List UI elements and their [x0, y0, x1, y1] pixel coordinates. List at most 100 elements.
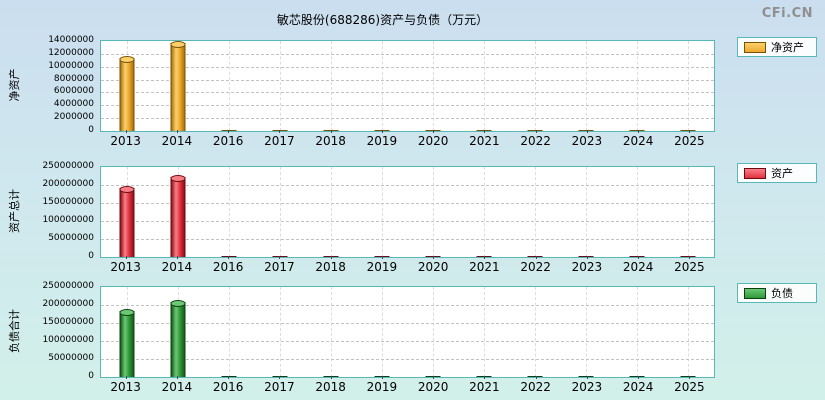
bar [578, 256, 594, 257]
x-tick-label: 2023 [571, 260, 603, 274]
y-tick-label: 4000000 [53, 99, 94, 110]
gridline-horizontal [101, 203, 714, 204]
x-axis-tick [535, 256, 537, 259]
x-axis-tick [228, 130, 230, 133]
x-tick-label: 2019 [366, 260, 398, 274]
x-tick-label: 2025 [674, 380, 705, 394]
legend-swatch [744, 167, 766, 179]
y-tick-label: 250000000 [42, 161, 94, 171]
gridline-horizontal [101, 239, 714, 240]
y-tick-label: 0 [88, 371, 94, 381]
gridline-vertical [637, 41, 639, 131]
legend-label: 资产 [771, 167, 793, 180]
bar [680, 256, 696, 257]
gridline-horizontal [101, 341, 714, 342]
gridline-vertical [484, 287, 486, 377]
x-axis-tick [381, 130, 383, 133]
x-tick-label: 2020 [417, 260, 449, 274]
x-tick-label: 2019 [366, 134, 398, 148]
gridline-vertical [381, 287, 383, 377]
bar [119, 186, 135, 257]
x-axis-tick [484, 130, 486, 133]
y-tick-label: 8000000 [53, 73, 94, 84]
x-tick-label: 2023 [571, 134, 603, 148]
y-axis-title: 净资产 [8, 68, 21, 102]
x-tick-label: 2018 [315, 260, 346, 274]
y-axis-ticks: 0 2000000 4000000 6000000 8000000 10000000 120… [24, 35, 96, 135]
x-tick-label: 2020 [417, 134, 449, 148]
x-tick-label: 2019 [366, 380, 398, 394]
bar [119, 56, 135, 131]
gridline-vertical [279, 41, 281, 131]
x-tick-label: 2023 [571, 380, 603, 394]
gridline-vertical [637, 287, 639, 377]
gridline-vertical [330, 167, 332, 257]
legend: 资产 [737, 163, 817, 183]
plot-area [100, 166, 715, 258]
bar [170, 175, 186, 257]
gridline-horizontal [101, 323, 714, 324]
y-tick-label: 50000000 [48, 353, 94, 363]
x-axis-tick [586, 256, 588, 259]
y-axis-title: 资产总计 [8, 189, 21, 233]
legend-swatch [744, 287, 766, 299]
x-tick-label: 2021 [469, 380, 500, 394]
x-tick-label: 2014 [161, 134, 193, 148]
gridline-horizontal [101, 359, 714, 360]
gridline-horizontal [101, 92, 714, 94]
bar [119, 309, 135, 377]
x-axis-tick [381, 376, 383, 379]
gridline-vertical [586, 167, 588, 257]
x-axis-labels: 2013 2014 2016 2017 2018 2019 2020 2021 2022 2023… [100, 376, 715, 396]
y-axis-title: 负债合计 [8, 309, 21, 353]
x-tick-label: 2022 [520, 260, 551, 274]
y-tick-label: 100000000 [42, 335, 94, 345]
y-axis-ticks: 0 50000000 100000000 150000000 200000000 2500… [24, 161, 96, 261]
gridline-vertical [228, 287, 230, 377]
bar-top-cap [170, 41, 186, 48]
bar [578, 130, 594, 131]
legend-swatch [744, 41, 766, 53]
bar [425, 256, 441, 257]
x-axis-tick [330, 376, 332, 379]
gridline-vertical [279, 167, 281, 257]
gridline-vertical [484, 41, 486, 131]
x-axis-tick [176, 130, 178, 133]
x-axis-tick [125, 256, 127, 259]
gridline-vertical [330, 41, 332, 131]
x-axis-tick [484, 256, 486, 259]
gridline-vertical [381, 167, 383, 257]
gridline-horizontal [101, 53, 714, 55]
y-tick-label: 100000000 [42, 215, 94, 225]
legend-label: 负债 [771, 287, 793, 300]
bar [425, 376, 441, 377]
x-axis-tick [381, 256, 383, 259]
gridline-vertical [433, 287, 435, 377]
gridline-horizontal [101, 118, 714, 120]
site-logo: CFi.CN [761, 6, 813, 21]
bar [527, 130, 543, 131]
x-tick-label: 2016 [212, 260, 244, 274]
gridline-horizontal [101, 185, 714, 186]
x-axis-tick [125, 376, 127, 379]
gridline-vertical [535, 167, 537, 257]
x-tick-label: 2016 [212, 134, 244, 148]
plot-area [100, 286, 715, 378]
x-axis-labels: 2013 2014 2016 2017 2018 2019 2020 2021 2022 2023… [100, 256, 715, 276]
x-axis-tick [689, 376, 691, 379]
x-tick-label: 2024 [622, 134, 654, 148]
bar [476, 376, 492, 377]
x-axis-tick [279, 376, 281, 379]
y-tick-label: 250000000 [42, 281, 94, 291]
bar [680, 376, 696, 377]
y-tick-label: 0 [88, 125, 94, 135]
x-tick-label: 2014 [161, 260, 193, 274]
x-axis-tick [433, 256, 435, 259]
gridline-horizontal [101, 66, 714, 68]
x-tick-label: 2022 [520, 380, 551, 394]
x-tick-label: 2025 [674, 260, 705, 274]
x-axis-labels: 2013 2014 2016 2017 2018 2019 2020 2021 2022 2023… [100, 130, 715, 150]
bar [170, 300, 186, 377]
x-tick-label: 2016 [212, 380, 244, 394]
gridline-vertical [330, 287, 332, 377]
